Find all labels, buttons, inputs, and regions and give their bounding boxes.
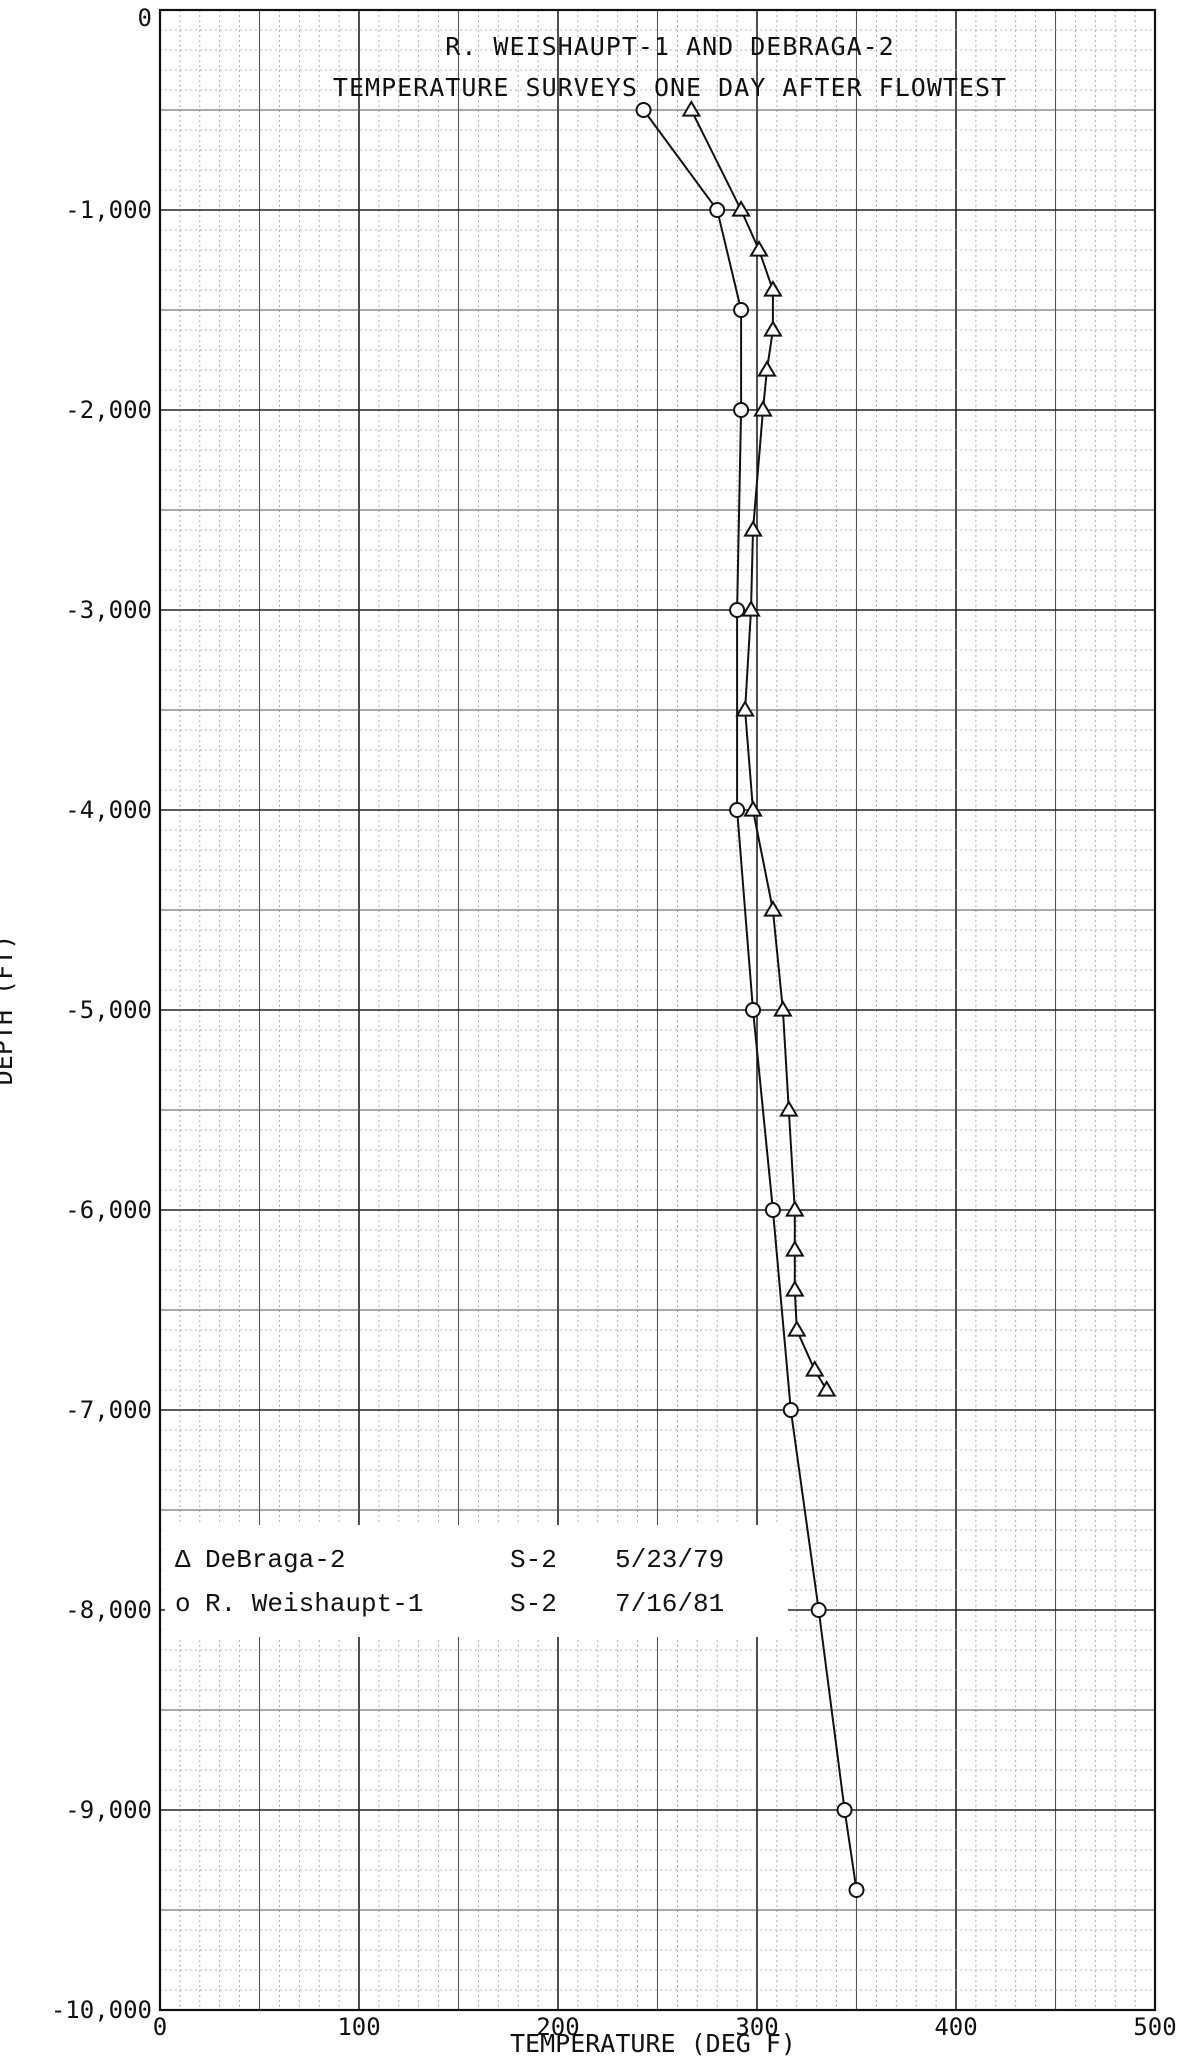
- x-tick-label: 400: [934, 2013, 977, 2041]
- y-tick-label: -7,000: [65, 1396, 152, 1424]
- data-point-circle: [635, 102, 652, 118]
- data-point-triangle: [735, 700, 755, 717]
- data-point-triangle: [731, 200, 751, 217]
- data-point-triangle: [681, 100, 702, 117]
- y-tick-label: 0: [138, 4, 152, 32]
- data-point-triangle: [743, 520, 763, 537]
- y-tick-label: -9,000: [65, 1796, 152, 1824]
- axes: 0 100 200 300 400 500 0 -1,000 -2,000 -3,000 -4,00…: [51, 4, 1177, 2041]
- data-point-triangle: [743, 800, 763, 817]
- data-point-triangle: [757, 360, 777, 377]
- chart-title: R. WEISHAUPT-1 AND DEBRAGA-2 TEMPERATURE…: [333, 32, 1007, 102]
- data-point-triangle: [804, 1360, 825, 1377]
- legend-series-name: R. Weishaupt-1: [205, 1589, 423, 1619]
- data-point-triangle: [741, 600, 761, 617]
- data-point-triangle: [763, 900, 783, 917]
- data-point-circle: [764, 1202, 781, 1218]
- legend-symbol: Δ: [175, 1545, 191, 1575]
- data-point-triangle: [787, 1320, 807, 1337]
- legend-survey: S-2: [510, 1545, 557, 1575]
- y-tick-label: -10,000: [51, 1996, 152, 2024]
- legend-date: 5/23/79: [615, 1545, 724, 1575]
- data-point-circle: [836, 1802, 853, 1818]
- legend-box: [165, 1525, 788, 1637]
- y-tick-label: -3,000: [65, 596, 152, 624]
- chart-title-line1: R. WEISHAUPT-1 AND DEBRAGA-2: [445, 32, 894, 61]
- y-tick-label: -1,000: [65, 196, 152, 224]
- y-axis-title: DEPTH (FT): [0, 935, 18, 1086]
- y-tick-label: -4,000: [65, 796, 152, 824]
- data-point-triangle: [779, 1100, 799, 1117]
- data-point-circle: [733, 402, 750, 418]
- data-point-circle: [729, 602, 746, 618]
- y-tick-label: -5,000: [65, 996, 152, 1024]
- legend-series-name: DeBraga-2: [205, 1545, 345, 1575]
- legend-symbol: o: [175, 1589, 191, 1619]
- data-point-triangle: [763, 280, 783, 297]
- data-point-circle: [745, 1002, 762, 1018]
- x-tick-label: 100: [337, 2013, 380, 2041]
- legend-date: 7/16/81: [615, 1589, 724, 1619]
- legend-survey: S-2: [510, 1589, 557, 1619]
- data-point-circle: [709, 202, 726, 218]
- data-point-triangle: [763, 320, 783, 337]
- y-tick-label: -6,000: [65, 1196, 152, 1224]
- data-point-triangle: [785, 1240, 805, 1257]
- data-point-triangle: [785, 1280, 805, 1297]
- data-point-triangle: [749, 240, 769, 257]
- series-line: [642, 109, 858, 1891]
- data-point-circle: [733, 302, 750, 318]
- x-tick-label: 500: [1133, 2013, 1176, 2041]
- data-point-triangle: [773, 1000, 793, 1017]
- grid: [159, 9, 1156, 2011]
- data-point-circle: [782, 1402, 799, 1418]
- y-tick-label: -8,000: [65, 1596, 152, 1624]
- series: [635, 100, 865, 1898]
- x-tick-label: 300: [735, 2013, 778, 2041]
- data-point-triangle: [785, 1200, 805, 1217]
- legend: Δ DeBraga-2 S-2 5/23/79 o R. Weishaupt-1 S-2 7/…: [165, 1525, 788, 1637]
- data-point-circle: [729, 802, 746, 818]
- chart-title-line2: TEMPERATURE SURVEYS ONE DAY AFTER FLOWTE…: [333, 73, 1007, 102]
- data-point-circle: [810, 1602, 827, 1618]
- y-tick-label: -2,000: [65, 396, 152, 424]
- x-tick-label: 0: [153, 2013, 167, 2041]
- data-point-triangle: [816, 1380, 837, 1397]
- data-point-circle: [848, 1882, 865, 1898]
- x-axis-title: TEMPERATURE (DEG F): [510, 2029, 796, 2058]
- x-tick-label: 200: [536, 2013, 579, 2041]
- data-point-triangle: [753, 400, 773, 417]
- plot-frame: [158, 8, 1157, 2012]
